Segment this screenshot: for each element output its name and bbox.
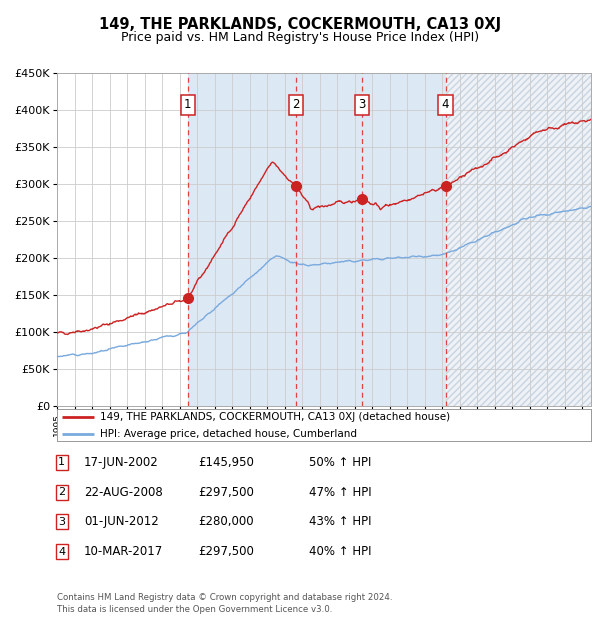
Text: 40% ↑ HPI: 40% ↑ HPI <box>309 545 371 558</box>
Text: 2: 2 <box>58 487 65 497</box>
Text: 1: 1 <box>58 458 65 467</box>
Text: 149, THE PARKLANDS, COCKERMOUTH, CA13 0XJ: 149, THE PARKLANDS, COCKERMOUTH, CA13 0X… <box>99 17 501 32</box>
Text: 47% ↑ HPI: 47% ↑ HPI <box>309 485 371 498</box>
Bar <box>188 73 446 406</box>
Text: £297,500: £297,500 <box>198 485 254 498</box>
Text: 2: 2 <box>292 99 299 111</box>
Text: Price paid vs. HM Land Registry's House Price Index (HPI): Price paid vs. HM Land Registry's House … <box>121 31 479 44</box>
Text: 3: 3 <box>58 517 65 527</box>
Text: 01-JUN-2012: 01-JUN-2012 <box>84 515 159 528</box>
Text: £297,500: £297,500 <box>198 545 254 558</box>
Text: 4: 4 <box>442 99 449 111</box>
Text: 10-MAR-2017: 10-MAR-2017 <box>84 545 163 558</box>
Text: 22-AUG-2008: 22-AUG-2008 <box>84 485 163 498</box>
Text: 43% ↑ HPI: 43% ↑ HPI <box>309 515 371 528</box>
Text: 149, THE PARKLANDS, COCKERMOUTH, CA13 0XJ (detached house): 149, THE PARKLANDS, COCKERMOUTH, CA13 0X… <box>100 412 450 422</box>
Text: £280,000: £280,000 <box>198 515 254 528</box>
Text: 17-JUN-2002: 17-JUN-2002 <box>84 456 159 469</box>
Text: 1: 1 <box>184 99 191 111</box>
Text: 4: 4 <box>58 547 65 557</box>
Text: HPI: Average price, detached house, Cumberland: HPI: Average price, detached house, Cumb… <box>100 429 357 440</box>
Bar <box>446 73 591 406</box>
Text: £145,950: £145,950 <box>198 456 254 469</box>
Text: 3: 3 <box>358 99 365 111</box>
Text: Contains HM Land Registry data © Crown copyright and database right 2024.
This d: Contains HM Land Registry data © Crown c… <box>57 593 392 614</box>
Text: 50% ↑ HPI: 50% ↑ HPI <box>309 456 371 469</box>
